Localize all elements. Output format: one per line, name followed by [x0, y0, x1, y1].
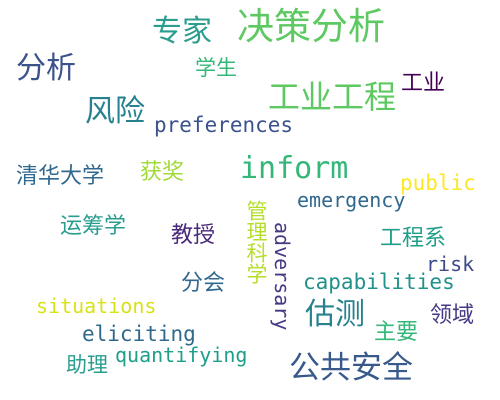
word-industry: 工业	[401, 71, 446, 96]
word-adversary: adversary	[270, 222, 294, 331]
word-risk-cn: 风险	[85, 94, 145, 129]
word-public: public	[400, 171, 476, 195]
word-estimate: 估测	[305, 297, 365, 332]
word-main: 主要	[374, 320, 419, 345]
word-domain: 领域	[430, 303, 475, 328]
word-professor: 教授	[171, 223, 216, 248]
word-engineering-department: 工程系	[380, 226, 447, 251]
word-decision-analysis: 决策分析	[237, 5, 385, 48]
word-assistant: 助理	[66, 353, 108, 377]
word-inform: inform	[240, 151, 349, 186]
word-tsinghua-university: 清华大学	[16, 164, 105, 189]
word-preferences: preferences	[154, 113, 294, 137]
word-branch: 分会	[181, 271, 226, 296]
word-industrial-engineering: 工业工程	[268, 78, 397, 116]
word-expert: 专家	[152, 14, 212, 49]
word-analysis: 分析	[16, 51, 76, 86]
word-award: 获奖	[140, 160, 185, 185]
word-quantifying: quantifying	[115, 343, 248, 367]
word-public-safety: 公共安全	[289, 350, 413, 386]
word-capabilities: capabilities	[303, 270, 455, 294]
word-management-science: 管理科学	[244, 200, 268, 284]
word-emergency: emergency	[297, 188, 406, 212]
word-situations: situations	[36, 294, 157, 318]
word-operations-research: 运筹学	[60, 214, 127, 239]
word-risk: risk	[426, 252, 475, 276]
word-eliciting: eliciting	[82, 322, 196, 346]
word-student: 学生	[195, 56, 237, 80]
